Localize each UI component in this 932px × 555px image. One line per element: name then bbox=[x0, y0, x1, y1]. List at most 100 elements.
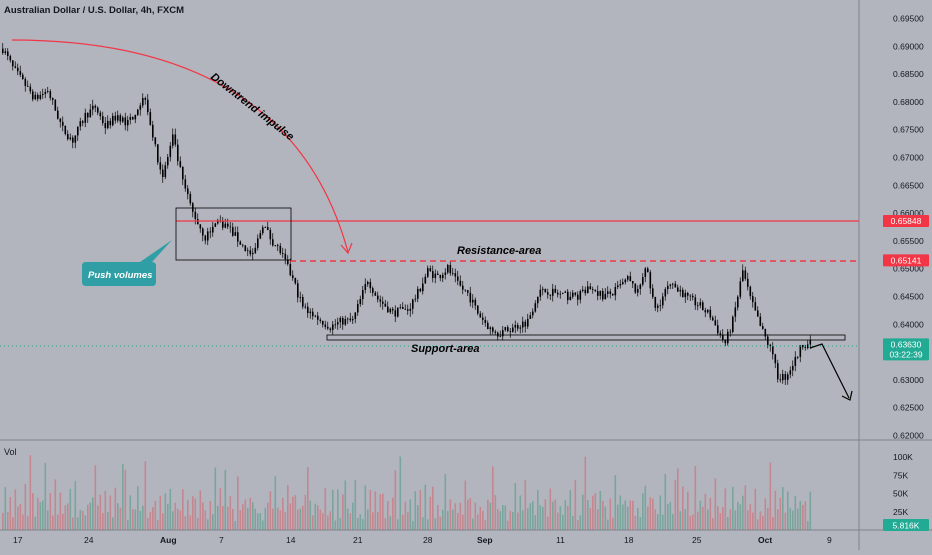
volume-bar bbox=[77, 517, 79, 530]
candle-body bbox=[604, 293, 607, 300]
volume-bar bbox=[182, 489, 184, 530]
candle-body bbox=[769, 344, 772, 347]
volume-bar bbox=[52, 515, 54, 530]
volume-bar bbox=[367, 509, 369, 530]
candle-body bbox=[789, 370, 792, 375]
volume-bar bbox=[764, 498, 767, 530]
price-tick-label: 0.67000 bbox=[893, 153, 924, 163]
candle-body bbox=[552, 288, 554, 296]
volume-bar bbox=[504, 505, 507, 530]
candle-body bbox=[747, 278, 749, 287]
volume-bar bbox=[332, 489, 334, 530]
volume-bar bbox=[484, 520, 487, 530]
candle-body bbox=[254, 247, 257, 253]
symbol-title[interactable]: Australian Dollar / U.S. Dollar, 4h, FXC… bbox=[4, 5, 184, 16]
volume-bar bbox=[264, 507, 267, 530]
candle-body bbox=[344, 319, 347, 325]
volume-bar bbox=[537, 489, 539, 530]
candle-body bbox=[257, 238, 259, 248]
volume-bar bbox=[362, 519, 364, 530]
volume-bar bbox=[142, 505, 144, 530]
downtrend-arc[interactable] bbox=[11, 39, 349, 253]
candle-body bbox=[502, 330, 504, 337]
candle-body bbox=[84, 112, 87, 123]
volume-bar bbox=[392, 497, 394, 530]
volume-bar bbox=[694, 466, 697, 530]
candle-body bbox=[767, 336, 769, 345]
candle-body bbox=[97, 107, 99, 113]
volume-bar bbox=[507, 520, 509, 530]
candle-body bbox=[652, 288, 654, 297]
volume-bar bbox=[569, 490, 572, 530]
volume-bar bbox=[642, 493, 644, 530]
volume-bar bbox=[319, 509, 322, 530]
consolidation-box[interactable] bbox=[175, 207, 292, 261]
volume-bar bbox=[39, 502, 42, 530]
volume-bar bbox=[17, 506, 19, 530]
volume-bar bbox=[729, 509, 732, 530]
candle-body bbox=[197, 219, 199, 225]
volume-label: Vol bbox=[4, 447, 17, 457]
volume-bar bbox=[252, 502, 254, 530]
candle-body bbox=[434, 273, 437, 279]
downtrend-arrowhead bbox=[340, 242, 353, 255]
candle-body bbox=[42, 93, 44, 96]
push-volumes-callout[interactable] bbox=[82, 240, 172, 286]
candle-body bbox=[297, 283, 299, 298]
volume-bar bbox=[242, 504, 244, 530]
time-axis[interactable]: 17 24 Aug 7 14 21 28 Sep 11 18 25 Oct 9 bbox=[13, 535, 832, 545]
volume-bar bbox=[509, 510, 512, 530]
push-volumes-label: Push volumes bbox=[88, 270, 152, 281]
volume-bar bbox=[79, 509, 82, 530]
support-area-rectangle[interactable] bbox=[326, 334, 846, 341]
candle-body bbox=[537, 296, 539, 304]
candle-body bbox=[407, 309, 409, 311]
volume-bar bbox=[634, 515, 637, 530]
candle-body bbox=[569, 296, 572, 301]
volume-bar bbox=[762, 515, 764, 530]
volume-axis[interactable]: 100K 75K 50K 25K bbox=[893, 452, 913, 517]
candle-body bbox=[369, 282, 372, 289]
candle-body bbox=[24, 78, 27, 86]
volume-bar bbox=[119, 507, 122, 530]
volume-bar bbox=[214, 467, 217, 530]
candle-body bbox=[67, 133, 69, 140]
candle-body bbox=[119, 115, 122, 122]
projection-arrow[interactable] bbox=[809, 343, 850, 399]
volume-bar bbox=[277, 507, 279, 530]
candle-body bbox=[214, 223, 217, 227]
candle-body bbox=[702, 302, 704, 311]
volume-bar bbox=[382, 493, 384, 530]
volume-bar bbox=[112, 517, 114, 530]
candle-body bbox=[409, 308, 412, 311]
candle-body bbox=[424, 276, 427, 284]
candle-body bbox=[594, 289, 597, 292]
volume-bar bbox=[67, 503, 69, 530]
candle-body bbox=[109, 120, 112, 126]
candle-body bbox=[624, 279, 627, 283]
candle-body bbox=[247, 250, 249, 252]
candle-body bbox=[329, 328, 332, 330]
candle-body bbox=[527, 318, 529, 327]
volume-bar bbox=[767, 507, 769, 530]
candle-body bbox=[284, 253, 287, 260]
volume-tick-label: 75K bbox=[893, 470, 908, 480]
candle-body bbox=[544, 288, 547, 293]
volume-bar bbox=[422, 517, 424, 530]
candle-body bbox=[732, 316, 734, 332]
candle-body bbox=[719, 333, 722, 335]
volume-bar bbox=[374, 491, 377, 530]
candle-body bbox=[117, 115, 119, 121]
candle-body bbox=[122, 117, 124, 122]
candle-body bbox=[777, 363, 779, 380]
candle-body bbox=[454, 273, 457, 277]
volume-bar bbox=[174, 502, 177, 530]
volume-bar bbox=[602, 500, 604, 530]
candle-body bbox=[354, 312, 357, 319]
volume-bar bbox=[579, 515, 582, 530]
volume-bar bbox=[139, 511, 142, 530]
candle-body bbox=[94, 105, 97, 108]
candle-body bbox=[559, 293, 562, 295]
